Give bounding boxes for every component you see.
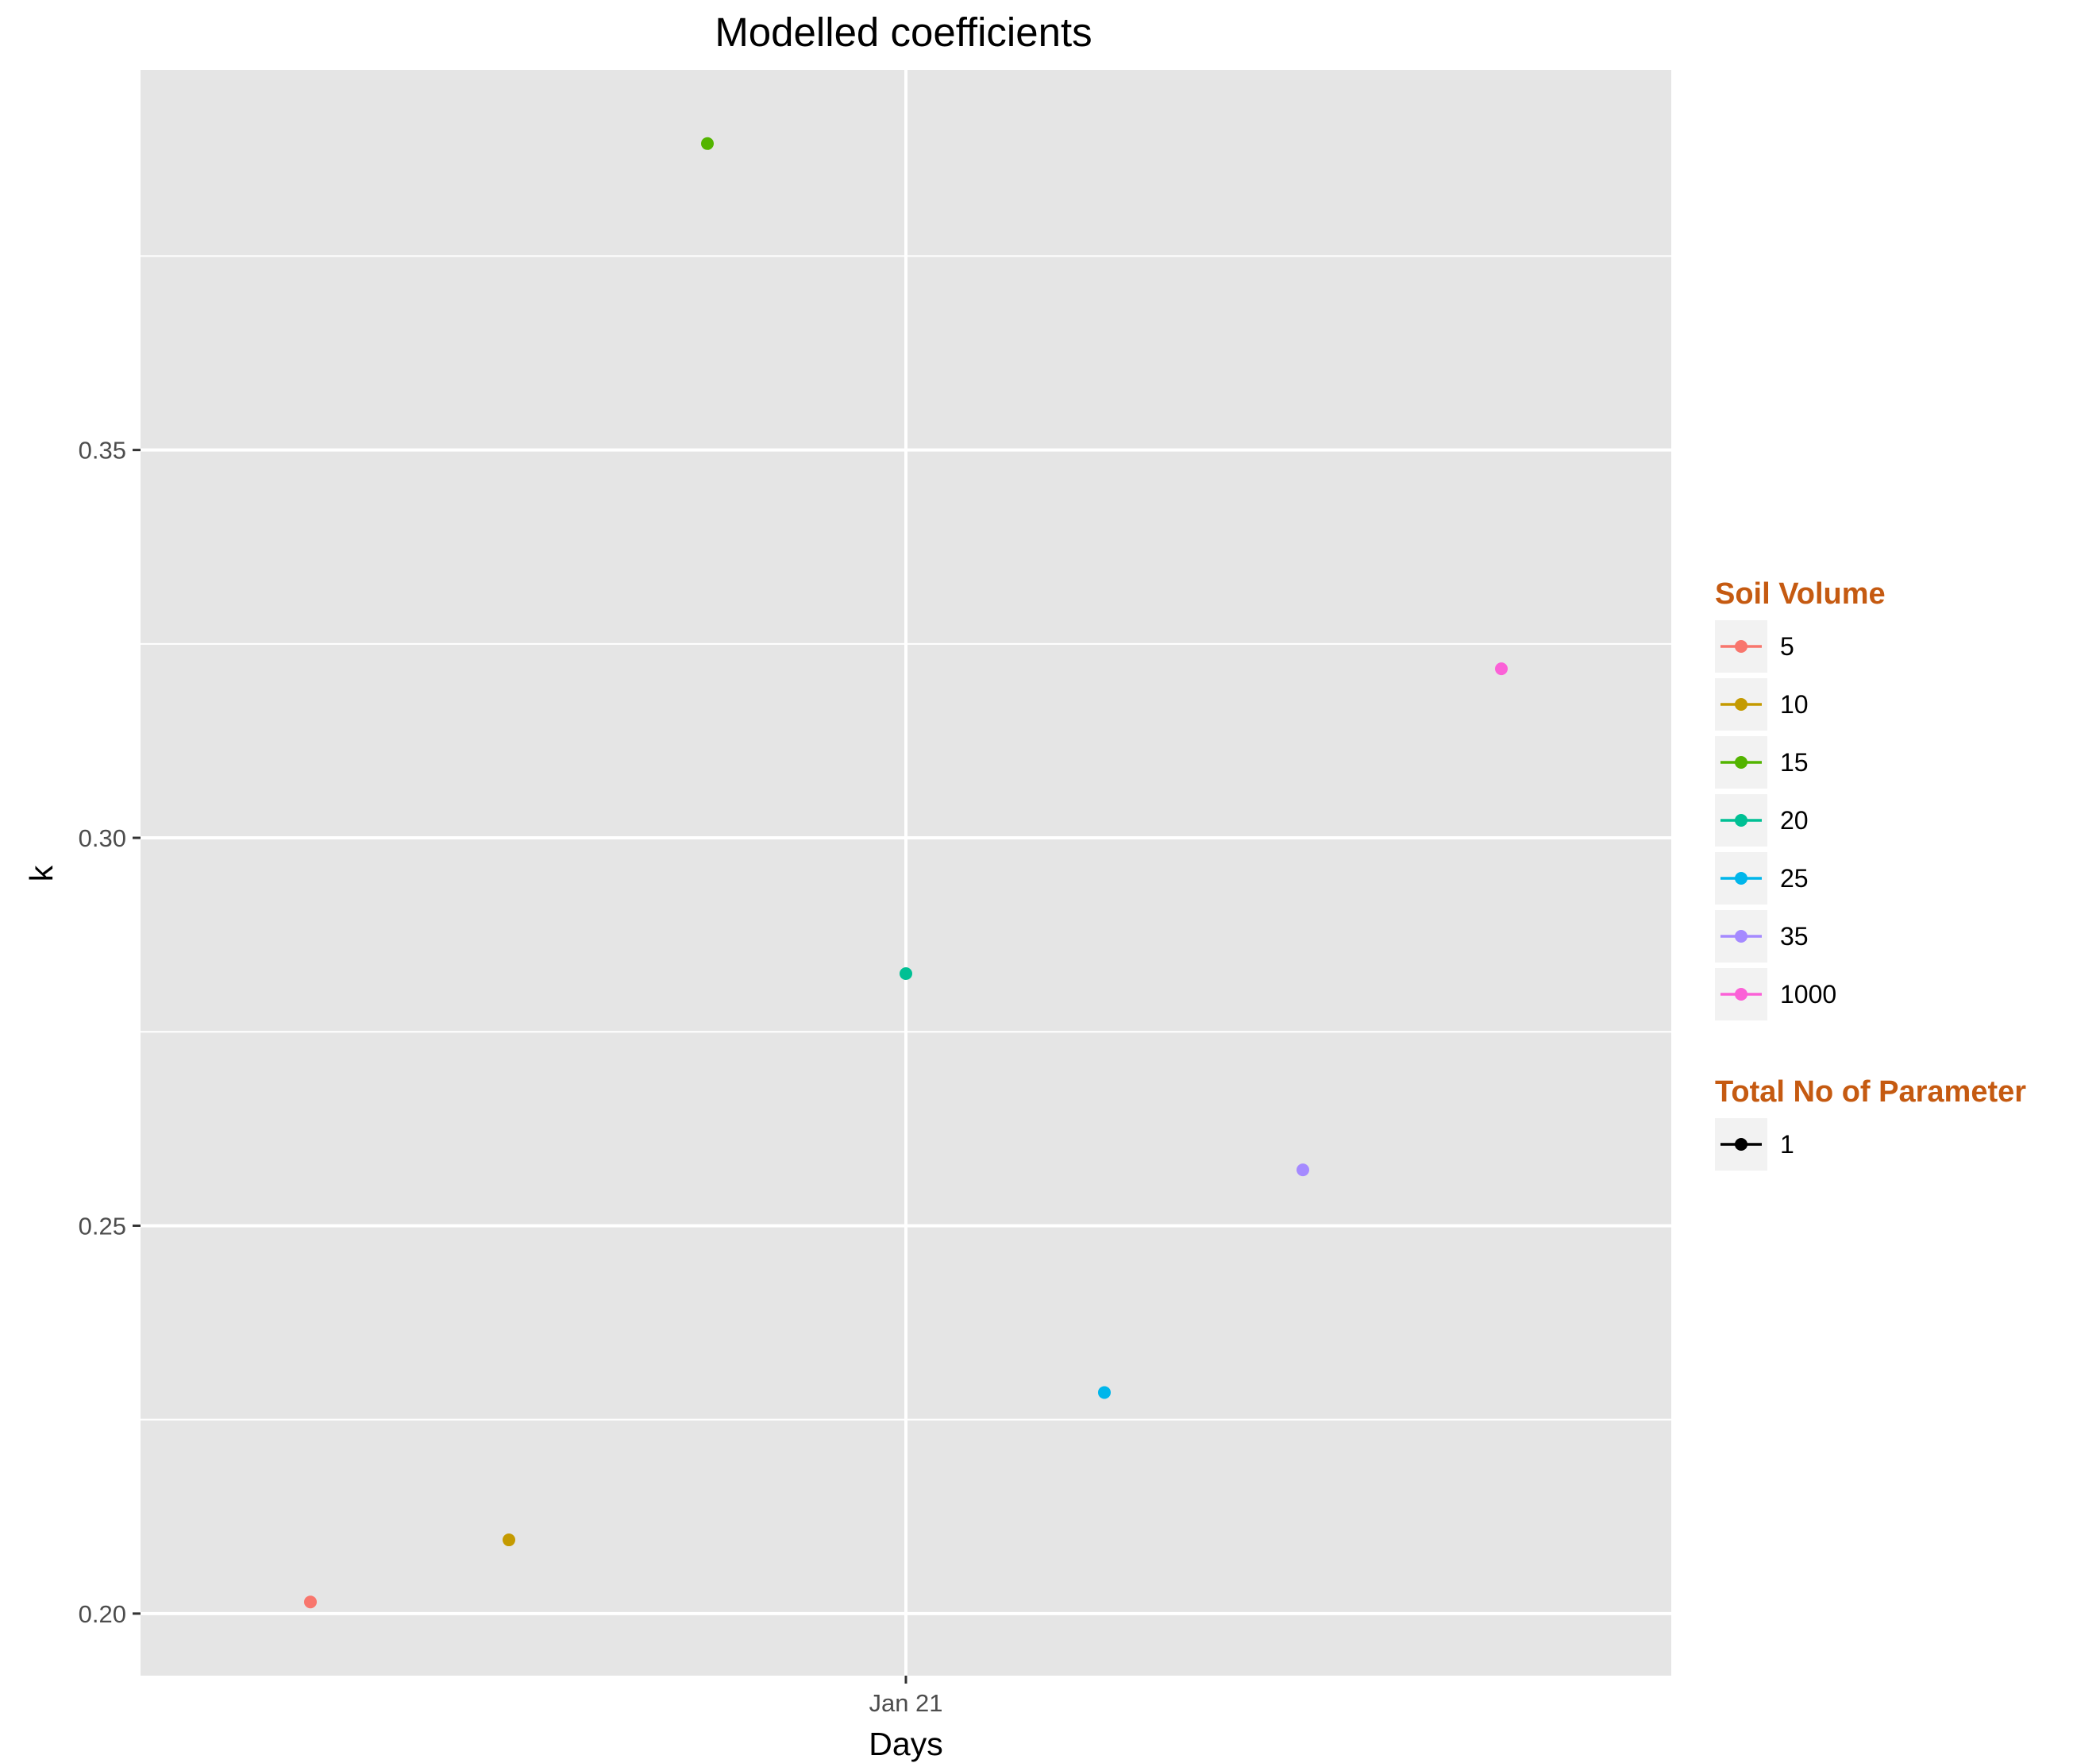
data-point (900, 966, 912, 980)
legend-label: 5 (1780, 632, 1794, 661)
legend-key-point (1735, 930, 1747, 943)
legend-key-point (1735, 756, 1747, 769)
legend-key-point (1735, 640, 1747, 653)
legend-key-point (1735, 988, 1747, 1001)
legend: Soil Volume 5 10 15 20 25 35 1000 Total No of Pa… (1715, 577, 2026, 1171)
y-tick-label: 0.35 (79, 437, 126, 465)
legend-key-point (1735, 698, 1747, 711)
y-axis: 0.20 0.25 0.30 0.35 (79, 437, 141, 1628)
legend-key-point (1735, 1138, 1747, 1151)
legend-title: Total No of Parameter (1715, 1075, 2026, 1109)
legend-key-point (1735, 872, 1747, 885)
data-point (503, 1533, 515, 1547)
data-point (701, 137, 714, 150)
legend-label: 15 (1780, 748, 1809, 777)
y-tick-label: 0.25 (79, 1212, 126, 1240)
legend-label: 20 (1780, 806, 1809, 835)
x-axis-title: Days (869, 1726, 942, 1762)
data-point (1495, 662, 1508, 676)
data-point (304, 1595, 317, 1609)
data-point (1098, 1386, 1111, 1399)
legend-key-point (1735, 814, 1747, 827)
legend-title: Soil Volume (1715, 577, 1886, 611)
data-point (1297, 1163, 1309, 1177)
legend-label: 35 (1780, 922, 1809, 951)
y-tick-label: 0.20 (79, 1600, 126, 1628)
legend-label: 25 (1780, 864, 1809, 893)
y-axis-title: k (23, 865, 60, 882)
x-axis: Jan 21 (869, 1676, 943, 1717)
x-tick-label: Jan 21 (869, 1689, 942, 1717)
legend-label: 1000 (1780, 980, 1836, 1009)
y-tick-label: 0.30 (79, 824, 126, 852)
chart-title: Modelled coefficients (715, 10, 1092, 55)
legend-label: 1 (1780, 1130, 1794, 1159)
data-points (304, 137, 1508, 1609)
legend-label: 10 (1780, 690, 1809, 719)
grid-lines (141, 70, 1671, 1676)
